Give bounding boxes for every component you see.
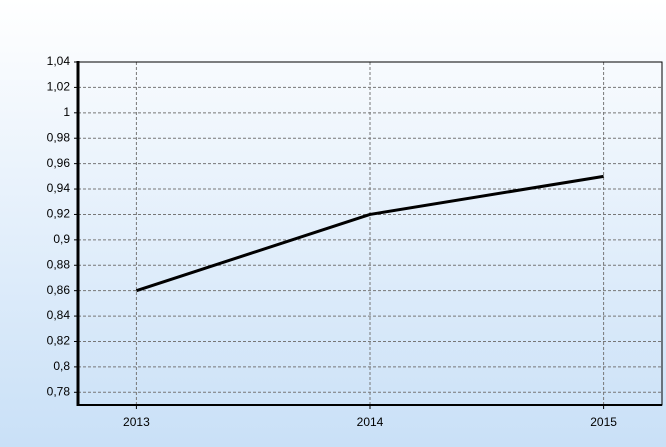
y-tick-label: 1,04 xyxy=(47,54,71,68)
y-tick-label: 0,92 xyxy=(47,207,71,221)
y-tick-label: 0,86 xyxy=(47,283,71,297)
y-tick-label: 0,84 xyxy=(47,308,71,322)
y-tick-label: 0,78 xyxy=(47,384,71,398)
x-tick-label: 2013 xyxy=(123,415,150,429)
grid xyxy=(74,61,663,409)
y-tick-label: 0,9 xyxy=(53,232,70,246)
line xyxy=(135,174,604,293)
x-tick-label: 2015 xyxy=(590,415,617,429)
y-tick-label: 0,96 xyxy=(47,156,71,170)
plot xyxy=(135,174,604,293)
y-tick-label: 0,94 xyxy=(47,181,71,195)
y-tick-label: 0,98 xyxy=(47,130,71,144)
y-tick-label: 0,88 xyxy=(47,257,71,271)
y-tick-label: 0,8 xyxy=(53,359,70,373)
x-tick-label: 2014 xyxy=(357,415,384,429)
y-tick-label: 1,02 xyxy=(47,80,71,94)
y-tick-label: 1 xyxy=(63,105,70,119)
y-tick-label: 0,82 xyxy=(47,334,71,348)
